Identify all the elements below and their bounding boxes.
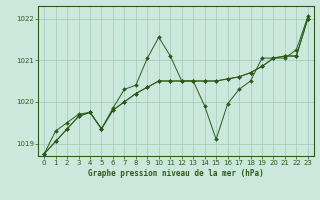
X-axis label: Graphe pression niveau de la mer (hPa): Graphe pression niveau de la mer (hPa) [88,169,264,178]
